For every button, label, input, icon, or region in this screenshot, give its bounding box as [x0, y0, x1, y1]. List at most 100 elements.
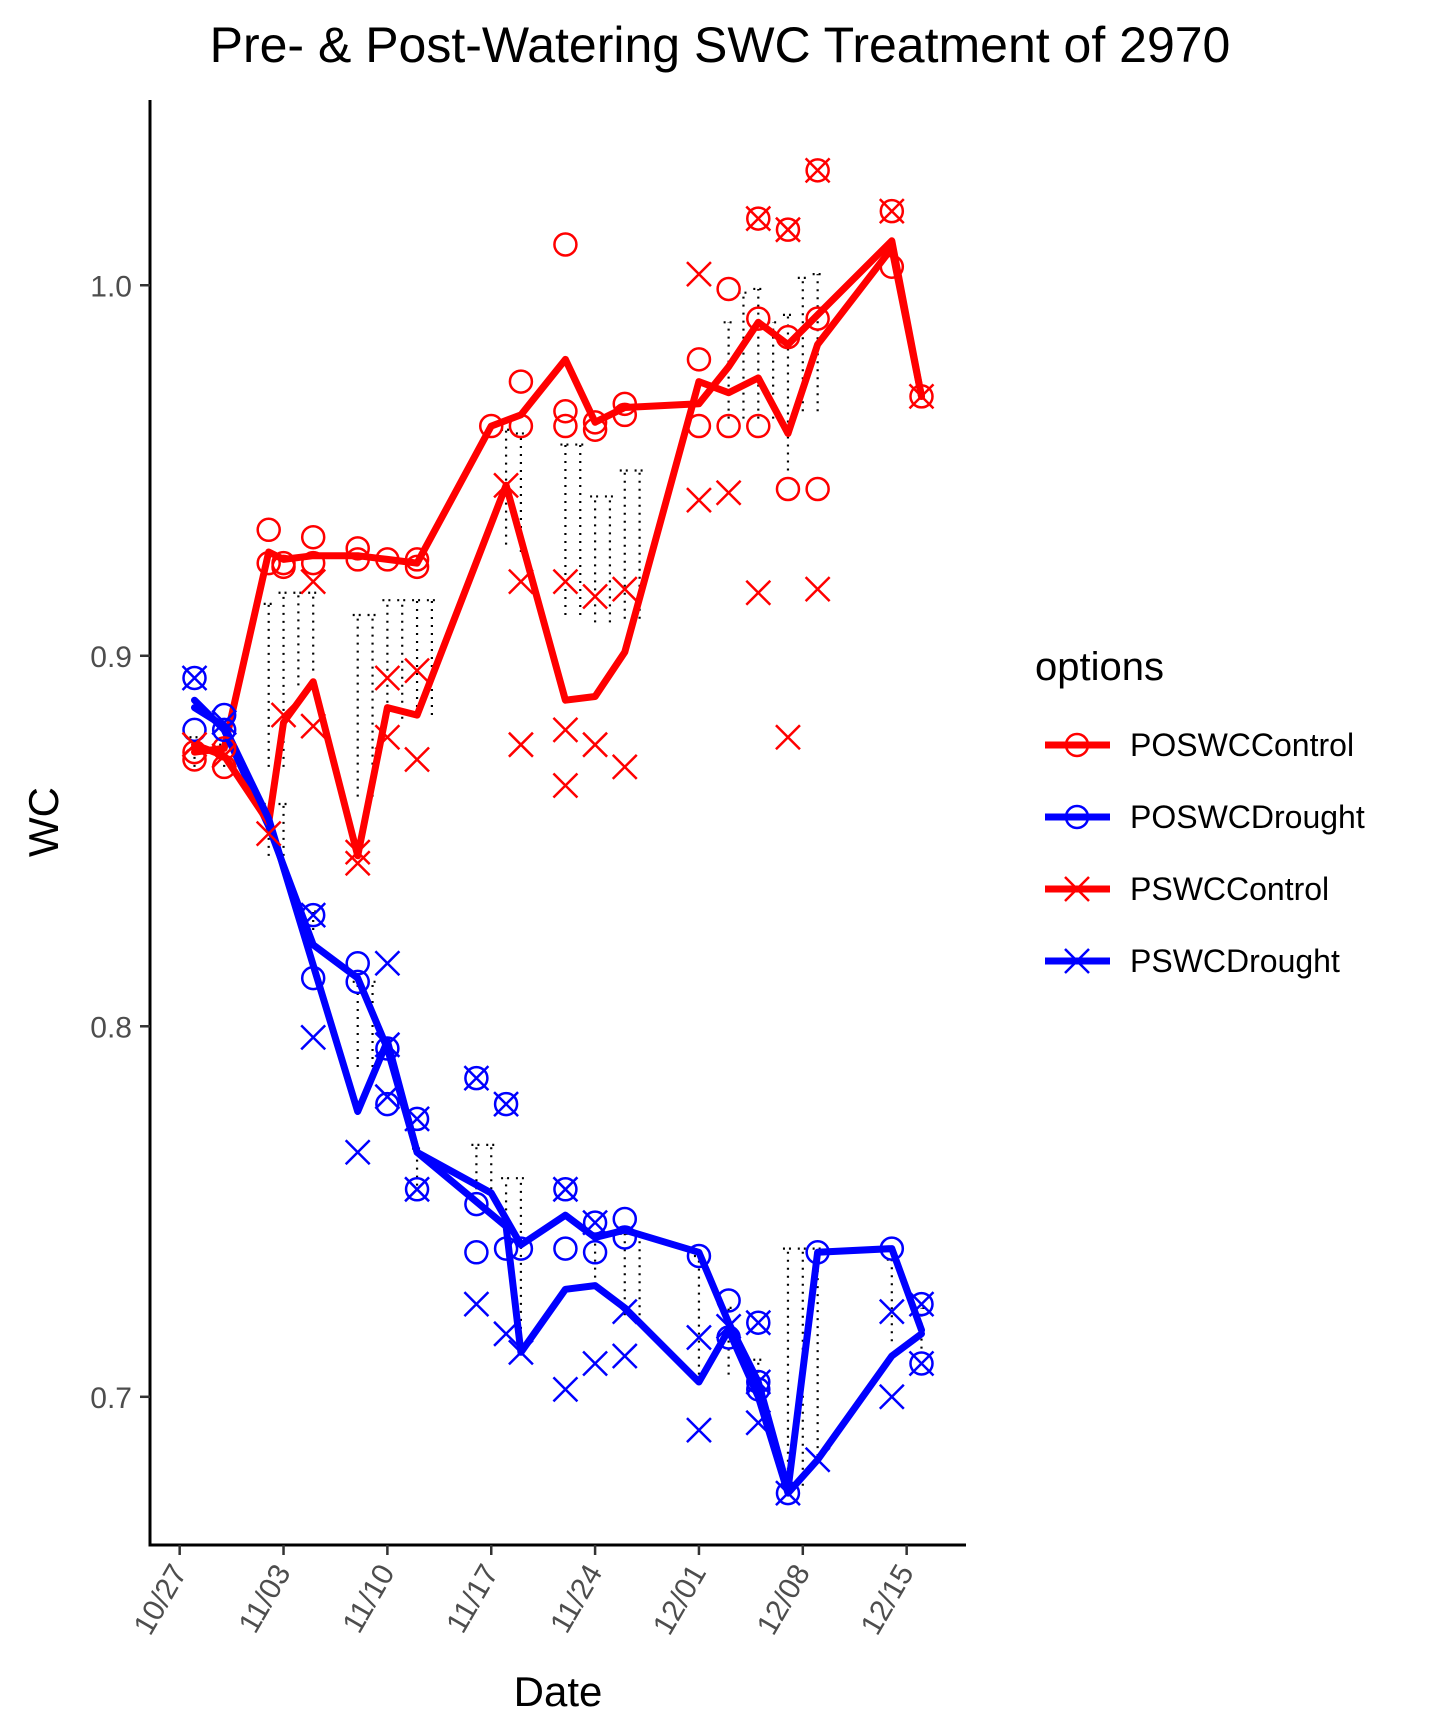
- data-point-pswccontrol: [344, 850, 371, 877]
- data-point-pswcdrought: [404, 1106, 430, 1132]
- data-point-pswcdrought: [552, 1376, 579, 1403]
- data-point-poswcdrought: [211, 717, 237, 743]
- data-point-pswccontrol: [552, 772, 579, 799]
- data-point-poswcdrought: [182, 665, 207, 691]
- data-point-poswcdrought: [879, 1236, 905, 1261]
- data-point-poswcdrought: [375, 1091, 400, 1117]
- data-point-poswccontrol: [508, 369, 534, 394]
- legend-item-pswccontrol: PSWCControl: [1045, 871, 1329, 907]
- data-point-poswccontrol: [182, 747, 207, 772]
- y-tick-label: 0.7: [90, 1382, 132, 1415]
- data-point-poswccontrol: [612, 402, 638, 428]
- data-point-poswcdrought: [508, 1236, 534, 1261]
- series-line-poswccontrol: [191, 237, 925, 756]
- data-point-poswccontrol: [805, 306, 830, 331]
- x-tick-label: 12/08: [751, 1559, 817, 1641]
- data-point-pswcdrought: [404, 1176, 430, 1203]
- legend-item-poswcdrought: POSWCDrought: [1045, 799, 1365, 835]
- y-tick-label: 0.9: [90, 641, 132, 674]
- data-point-pswcdrought: [463, 1291, 490, 1318]
- legend-swatch-marker: [1064, 732, 1090, 758]
- data-point-poswccontrol: [404, 554, 430, 580]
- data-point-poswccontrol: [256, 517, 281, 543]
- data-point-poswccontrol: [582, 410, 608, 435]
- data-point-pswcdrought: [686, 1417, 712, 1444]
- legend-swatch-marker: [1064, 948, 1090, 974]
- data-point-pswcdrought: [611, 1298, 638, 1325]
- data-point-poswcdrought: [746, 1369, 771, 1395]
- data-point-poswcdrought: [909, 1291, 934, 1317]
- series-points: [181, 157, 935, 1507]
- data-point-pswcdrought: [611, 1343, 638, 1369]
- legend-item-poswccontrol: POSWCControl: [1045, 727, 1354, 763]
- data-point-pswccontrol: [611, 576, 638, 602]
- data-point-pswcdrought: [878, 1383, 905, 1410]
- data-point-pswcdrought: [908, 1291, 935, 1318]
- data-point-poswccontrol: [375, 547, 400, 572]
- data-point-pswccontrol: [181, 731, 208, 758]
- data-point-pswcdrought: [181, 665, 208, 691]
- data-point-pswccontrol: [715, 479, 742, 506]
- data-point-pswccontrol: [493, 472, 519, 499]
- data-point-poswcdrought: [345, 969, 370, 995]
- data-point-poswccontrol: [746, 206, 771, 231]
- data-point-poswcdrought: [345, 951, 370, 976]
- data-point-pswcdrought: [582, 1350, 608, 1377]
- legend: options POSWCControl POSWCDrought PSWCCont…: [1035, 645, 1365, 979]
- legend-item-pswcdrought: PSWCDrought: [1045, 943, 1340, 979]
- data-point-pswccontrol: [804, 576, 831, 602]
- data-point-poswcdrought: [493, 1091, 519, 1117]
- chart-title: Pre- & Post-Watering SWC Treatment of 29…: [210, 17, 1231, 73]
- data-point-poswcdrought: [746, 1310, 771, 1335]
- data-point-poswcdrought: [686, 1243, 712, 1269]
- data-point-poswccontrol: [746, 413, 771, 439]
- data-point-poswccontrol: [478, 413, 504, 439]
- data-point-pswcdrought: [908, 1350, 935, 1377]
- data-point-pswcdrought: [300, 1024, 327, 1051]
- y-tick-label: 0.8: [90, 1011, 132, 1044]
- data-point-pswccontrol: [344, 839, 371, 866]
- series-line-pswccontrol: [191, 244, 925, 860]
- data-point-pswccontrol: [552, 568, 579, 595]
- data-point-poswcdrought: [582, 1210, 608, 1235]
- data-point-pswcdrought: [804, 1446, 831, 1473]
- data-point-poswccontrol: [553, 413, 578, 439]
- data-point-poswccontrol: [686, 347, 712, 372]
- data-point-pswcdrought: [582, 1209, 608, 1236]
- data-point-pswcdrought: [374, 950, 401, 977]
- data-point-pswccontrol: [374, 724, 401, 751]
- data-point-pswcdrought: [344, 1139, 371, 1166]
- data-point-poswccontrol: [805, 158, 830, 183]
- data-point-poswcdrought: [746, 1377, 771, 1402]
- data-point-poswcdrought: [464, 1191, 489, 1217]
- data-point-pswccontrol: [908, 383, 935, 410]
- legend-label: POSWCDrought: [1130, 799, 1365, 835]
- data-point-poswccontrol: [716, 413, 741, 439]
- data-point-poswccontrol: [211, 736, 237, 761]
- data-point-poswccontrol: [805, 476, 830, 502]
- data-point-poswcdrought: [909, 1351, 934, 1376]
- data-point-pswccontrol: [775, 216, 801, 243]
- series-line-poswcdrought: [191, 696, 925, 1493]
- data-point-pswcdrought: [493, 1320, 519, 1347]
- plot-area: [181, 157, 935, 1507]
- data-point-poswccontrol: [909, 384, 934, 409]
- legend-title: options: [1035, 645, 1164, 689]
- data-point-poswcdrought: [211, 702, 237, 728]
- data-point-pswcdrought: [463, 1065, 490, 1092]
- data-point-pswcdrought: [300, 902, 327, 929]
- data-point-pswcdrought: [211, 709, 238, 736]
- data-point-poswcdrought: [182, 717, 207, 743]
- data-point-poswccontrol: [879, 198, 905, 224]
- data-point-pswccontrol: [270, 702, 297, 728]
- data-point-pswccontrol: [508, 568, 534, 595]
- data-point-pswcdrought: [745, 1309, 772, 1336]
- data-point-poswccontrol: [775, 324, 801, 350]
- data-point-poswcdrought: [404, 1106, 430, 1132]
- y-tick-label: 1.0: [90, 270, 132, 303]
- data-point-pswcdrought: [686, 1324, 712, 1351]
- data-point-poswccontrol: [404, 547, 430, 572]
- data-point-poswcdrought: [300, 902, 326, 928]
- data-point-poswcdrought: [612, 1225, 638, 1250]
- data-point-poswcdrought: [404, 1177, 430, 1202]
